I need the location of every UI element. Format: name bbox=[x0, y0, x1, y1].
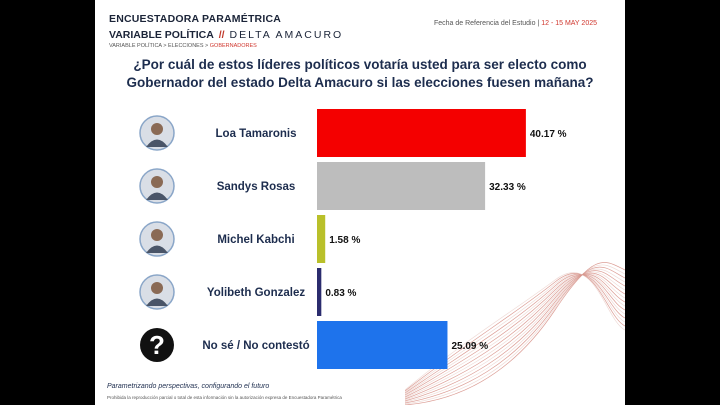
bar bbox=[317, 109, 526, 157]
survey-question: ¿Por cuál de estos líderes políticos vot… bbox=[95, 56, 625, 92]
footer-slogan: Parametrizando perspectivas, configurand… bbox=[107, 383, 270, 390]
category-label: Yolibeth Gonzalez bbox=[207, 287, 305, 299]
question-line-1: ¿Por cuál de estos líderes políticos vot… bbox=[133, 57, 587, 72]
wave-line bbox=[405, 273, 625, 399]
wave-line bbox=[405, 262, 625, 405]
bar bbox=[317, 162, 486, 210]
candidate-photo bbox=[139, 274, 175, 310]
value-label: 32.33 % bbox=[489, 182, 526, 193]
bar bbox=[317, 268, 322, 316]
decorative-wave-graphic bbox=[405, 262, 625, 405]
reference-date: Fecha de Referencia del Estudio | 12 - 1… bbox=[434, 20, 597, 27]
value-label: 25.09 % bbox=[451, 341, 488, 352]
avatar-circle bbox=[140, 328, 174, 362]
category-label: Loa Tamaronis bbox=[216, 128, 297, 140]
wave-line bbox=[405, 268, 625, 403]
region-label: DELTA AMACURO bbox=[229, 29, 344, 41]
bar bbox=[317, 215, 326, 263]
candidate-photo bbox=[139, 168, 175, 204]
wave-line bbox=[405, 264, 625, 405]
value-label: 40.17 % bbox=[530, 129, 567, 140]
wave-line bbox=[405, 272, 625, 400]
wave-line bbox=[405, 270, 625, 402]
wave-line bbox=[405, 271, 625, 401]
avatar-head bbox=[151, 176, 163, 188]
reference-label: Fecha de Referencia del Estudio | bbox=[433, 20, 542, 27]
wave-line bbox=[405, 266, 625, 404]
avatar-shoulders bbox=[146, 245, 168, 253]
avatar-shoulders bbox=[146, 298, 168, 306]
brand-title: ENCUESTADORA PARAMÉTRICA bbox=[109, 13, 282, 25]
question-mark-glyph: ? bbox=[149, 330, 165, 360]
avatar-shoulders bbox=[146, 192, 168, 200]
wave-line bbox=[405, 274, 625, 395]
avatar-shoulders bbox=[146, 139, 168, 147]
wave-line bbox=[405, 274, 625, 396]
question-mark-icon: ? bbox=[140, 328, 174, 362]
value-label: 0.83 % bbox=[325, 288, 356, 299]
category-label: Michel Kabchi bbox=[217, 234, 294, 246]
breadcrumb: VARIABLE POLÍTICA > ELECCIONES > GOBERNA… bbox=[109, 43, 257, 49]
candidate-photo bbox=[139, 115, 175, 151]
breadcrumb-active: GOBERNADORES bbox=[209, 43, 257, 49]
avatar-head bbox=[151, 282, 163, 294]
bar bbox=[317, 321, 448, 369]
question-line-2: Gobernador del estado Delta Amacuro si l… bbox=[126, 75, 594, 90]
slide: ENCUESTADORA PARAMÉTRICA VARIABLE POLÍTI… bbox=[95, 0, 625, 405]
wave-line bbox=[405, 272, 625, 391]
category-label: No sé / No contestó bbox=[202, 340, 309, 352]
footer-note: Prohibida la reproducción parcial o tota… bbox=[107, 395, 342, 400]
variable-label: VARIABLE POLÍTICA bbox=[109, 29, 214, 41]
value-label: 1.58 % bbox=[329, 235, 360, 246]
category-label: Sandys Rosas bbox=[217, 181, 296, 193]
candidate-photo bbox=[139, 221, 175, 257]
bar-chart: Loa Tamaronis 40.17 % Sandys Rosas 32.33 % M… bbox=[139, 109, 567, 369]
avatar-head bbox=[151, 123, 163, 135]
variable-title: VARIABLE POLÍTICA // DELTA AMACURO bbox=[109, 29, 343, 41]
breadcrumb-path: VARIABLE POLÍTICA > ELECCIONES > bbox=[109, 43, 210, 49]
reference-dates: 12 - 15 MAY 2025 bbox=[541, 20, 597, 27]
wave-line bbox=[405, 273, 625, 398]
wave-line bbox=[405, 273, 625, 392]
wave-line bbox=[405, 273, 625, 393]
avatar-head bbox=[151, 229, 163, 241]
wave-line bbox=[405, 274, 625, 394]
title-separator: // bbox=[218, 29, 225, 41]
wave-line bbox=[405, 274, 625, 397]
